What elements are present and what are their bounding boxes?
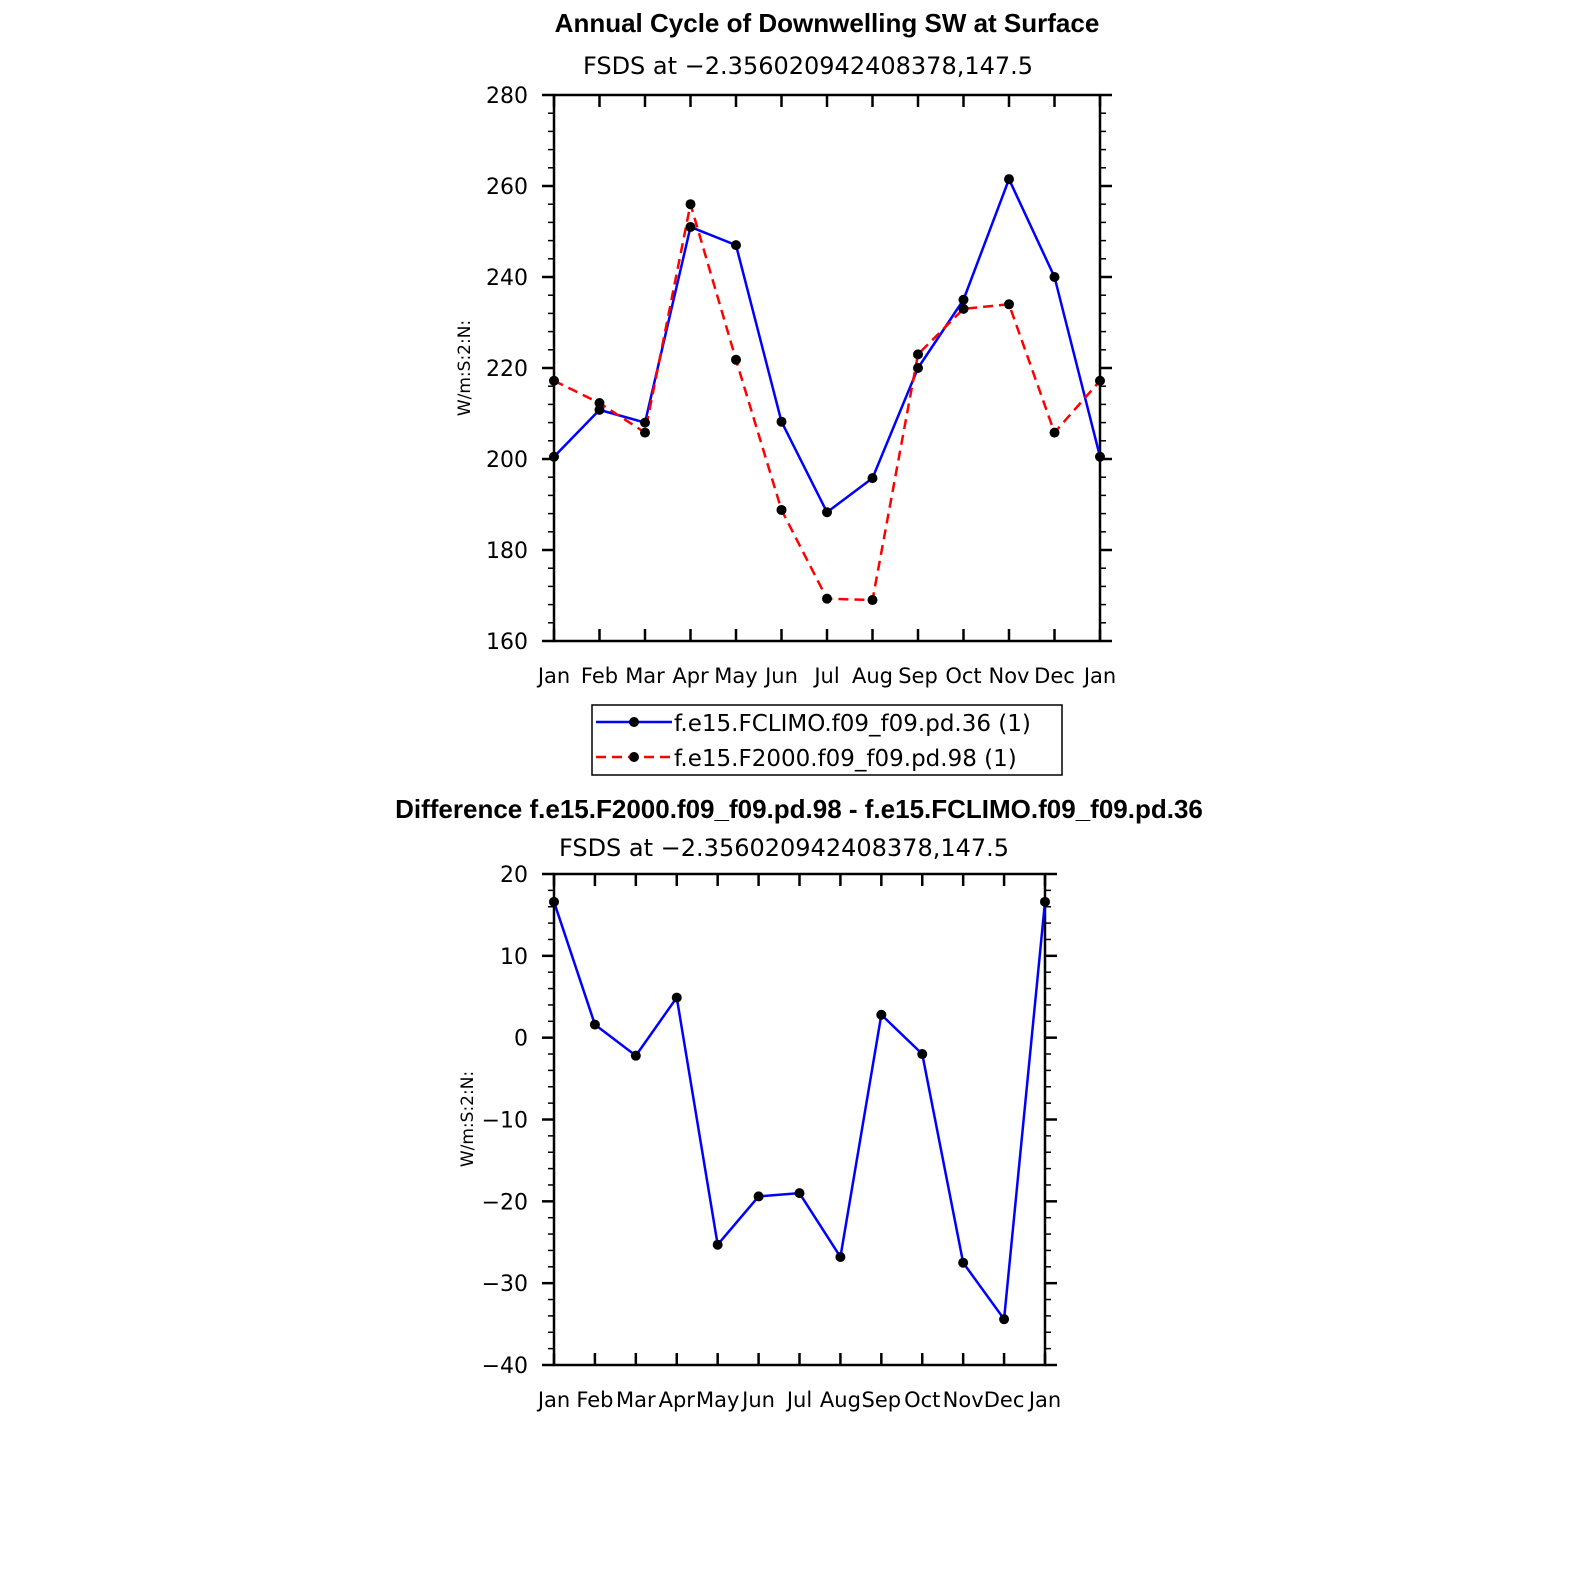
chart-bottom-series-0-point: [671, 992, 682, 1003]
chart-bottom-ytick-label: 10: [500, 945, 528, 970]
chart-bottom-series-0-point: [1040, 896, 1050, 907]
chart-bottom-xtick-label: Feb: [576, 1388, 613, 1412]
chart-bottom-xtick-label: Jun: [740, 1388, 775, 1412]
chart-top-series-1-line: [553, 202, 1101, 602]
chart-top-series-1-point: [1004, 299, 1014, 310]
chart-top-series-0-line: [553, 177, 1102, 514]
chart-top-xtick-label: Feb: [581, 664, 618, 688]
chart-bottom-xtick-label: Oct: [904, 1388, 940, 1412]
chart-bottom-series-0-point: [794, 1188, 805, 1199]
chart-top-ylabel: W/m:S:2:N:: [455, 320, 475, 416]
legend-label-1: f.e15.F2000.f09_f09.pd.98 (1): [674, 746, 1017, 772]
chart-top-ytick-label: 160: [486, 630, 528, 655]
chart-top-title: Annual Cycle of Downwelling SW at Surfac…: [555, 8, 1100, 38]
chart-top-xtick-label: Dec: [1034, 664, 1075, 688]
chart-bottom-xtick-label: May: [696, 1388, 739, 1412]
chart-top: Annual Cycle of Downwelling SW at Surfac…: [455, 8, 1116, 688]
chart-bottom-xtick-label: Sep: [862, 1388, 902, 1412]
chart-top-ytick-label: 240: [486, 266, 528, 291]
chart-bottom-series-0-point: [549, 896, 559, 907]
chart-top-xtick-label: Apr: [672, 664, 709, 688]
chart-bottom-ytick-label: −30: [482, 1272, 528, 1297]
chart-top-ytick-label: 220: [486, 357, 528, 382]
chart-top-series-1-point: [867, 595, 878, 606]
chart-top-xtick-label: Sep: [898, 664, 938, 688]
chart-bottom-series-0-point: [712, 1239, 723, 1250]
chart-top-xtick-label: Jan: [536, 664, 570, 688]
chart-top-series-1-point: [731, 354, 741, 365]
chart-top-series-1-point: [594, 398, 605, 409]
chart-bottom-series-0-line: [552, 901, 1047, 1321]
chart-bottom-series-0-point: [753, 1191, 764, 1202]
chart-top-series-0-point: [913, 363, 923, 373]
chart-top-series-0-point: [685, 221, 696, 232]
chart-bottom-ylabel: W/m:S:2:N:: [458, 1071, 478, 1167]
chart-top-series-0-point: [640, 417, 650, 428]
chart-top-series-0-point: [867, 473, 878, 484]
chart-top-series-0-point: [731, 240, 741, 251]
chart-bottom-ytick-label: −10: [482, 1109, 528, 1134]
chart-bottom-series-0-point: [589, 1019, 600, 1030]
chart-top-frame: [552, 93, 1102, 643]
chart-bottom-title: Difference f.e15.F2000.f09_f09.pd.98 - f…: [395, 794, 1203, 824]
chart-bottom-xtick-label: Aug: [820, 1388, 861, 1412]
chart-top-series-1-point: [822, 593, 832, 604]
chart-top-series-0-point: [958, 294, 969, 305]
chart-bottom-xtick-label: Dec: [984, 1388, 1025, 1412]
chart-top-series-1-point: [640, 427, 650, 438]
chart-top-subtitle: FSDS at −2.356020942408378,147.5: [583, 52, 1033, 80]
chart-top-series-1-point: [1049, 427, 1060, 438]
chart-bottom-xtick-label: Nov: [943, 1388, 984, 1412]
chart-bottom-xtick-label: Jan: [536, 1388, 570, 1412]
chart-bottom-xtick-label: Mar: [616, 1388, 656, 1412]
chart-bottom-ytick-label: −20: [482, 1190, 528, 1215]
chart-bottom-ytick-label: 20: [500, 863, 528, 888]
chart-top-xtick-label: Nov: [989, 664, 1030, 688]
chart-top-series-1-point: [685, 199, 696, 210]
chart-bottom-series-0-point: [958, 1257, 969, 1268]
chart-bottom-series-0-point: [835, 1251, 846, 1262]
chart-bottom-xtick-label: Apr: [659, 1388, 696, 1412]
legend: f.e15.FCLIMO.f09_f09.pd.36 (1) f.e15.F20…: [591, 704, 1063, 776]
chart-bottom-frame: [552, 872, 1047, 1367]
legend-box: [591, 704, 1063, 776]
chart-top-series-0-point: [1049, 272, 1060, 282]
chart-top-ytick-label: 200: [486, 448, 528, 473]
chart-top-xtick-label: Jun: [763, 664, 798, 688]
chart-top-series-1-point: [549, 375, 559, 386]
chart-top-series-1-point: [958, 303, 969, 314]
chart-bottom-ytick-label: 0: [514, 1027, 528, 1052]
chart-bottom-subtitle: FSDS at −2.356020942408378,147.5: [559, 834, 1009, 862]
legend-marker-0: [629, 717, 639, 727]
chart-bottom-xtick-label: Jan: [1027, 1388, 1061, 1412]
chart-top-series-0-point: [1095, 451, 1105, 462]
chart-top-ytick-label: 180: [486, 539, 528, 564]
chart-bottom: Difference f.e15.F2000.f09_f09.pd.98 - f…: [395, 794, 1203, 1412]
chart-top-series-1-point: [776, 504, 787, 515]
chart-top-series-0-point: [822, 507, 832, 518]
chart-top-ytick-label: 280: [486, 84, 528, 109]
chart-top-xtick-label: Jan: [1082, 664, 1116, 688]
legend-label-0: f.e15.FCLIMO.f09_f09.pd.36 (1): [674, 711, 1031, 737]
chart-bottom-ytick-label: −40: [482, 1354, 528, 1379]
chart-top-series-1-point: [913, 349, 923, 360]
chart-top-xtick-label: Jul: [812, 664, 839, 688]
chart-top-series-0-point: [549, 451, 559, 462]
chart-bottom-series-0-point: [917, 1049, 928, 1060]
chart-top-xtick-label: May: [714, 664, 757, 688]
chart-top-xtick-label: Oct: [945, 664, 981, 688]
chart-bottom-series-0-point: [876, 1009, 887, 1020]
chart-top-series-1-point: [1095, 375, 1105, 386]
chart-top-ytick-label: 260: [486, 175, 528, 200]
chart-top-series-0-point: [1004, 174, 1014, 185]
chart-bottom-series-0-point: [630, 1050, 641, 1061]
chart-top-series-0-point: [776, 416, 787, 427]
legend-marker-1: [629, 752, 639, 762]
chart-top-xtick-label: Mar: [625, 664, 665, 688]
chart-top-xtick-label: Aug: [852, 664, 893, 688]
chart-bottom-series-0-point: [999, 1314, 1010, 1325]
chart-bottom-xtick-label: Jul: [785, 1388, 812, 1412]
